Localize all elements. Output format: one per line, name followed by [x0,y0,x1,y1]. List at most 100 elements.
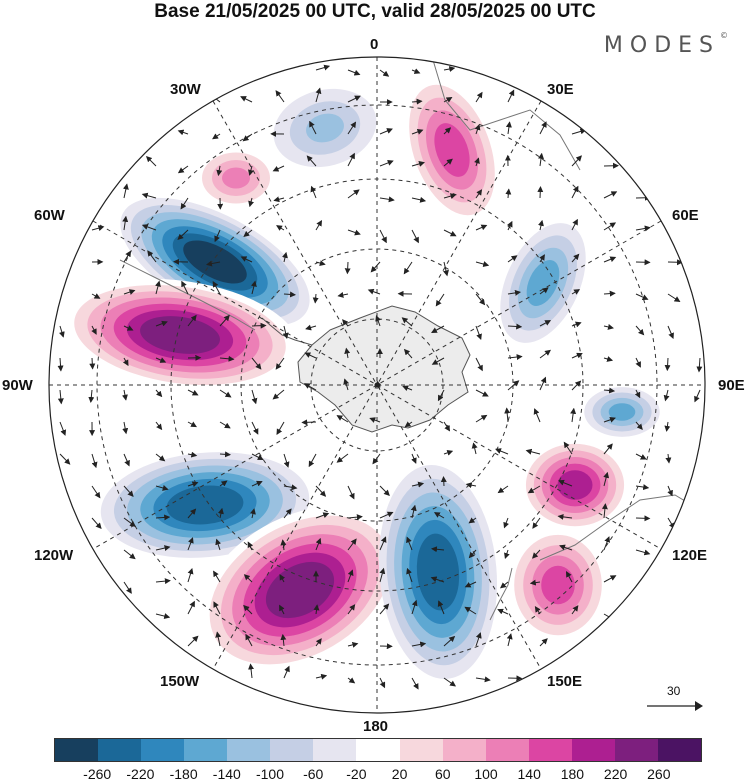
wind-arrow [347,121,357,135]
africa-coast [429,57,581,171]
wind-arrow [91,325,97,335]
wind-arrow [243,604,253,615]
wind-arrow [635,484,650,491]
wind-arrow [59,421,67,436]
wind-arrow [187,537,194,551]
wind-arrow [250,508,256,519]
wind-arrow [475,676,491,683]
wind-arrow [411,481,425,488]
wind-arrow [155,421,163,431]
wind-arrow [411,129,424,135]
wind-arrow [310,185,317,199]
wind-arrow [635,293,649,300]
wind-arrow [283,291,296,298]
wind-arrow [347,514,363,521]
wind-arrow [525,448,541,455]
wind-arrow [315,260,326,266]
arrow-right-icon [647,701,703,711]
wind-arrow [155,545,171,552]
wind-arrow [475,632,482,647]
south-america-coast [119,259,256,331]
wind-arrow [251,421,259,435]
wind-arrow [379,229,387,244]
wind-arrow [219,314,230,327]
wind-arrow [694,389,701,403]
wind-arrow [379,196,395,203]
wind-arrow [242,133,253,142]
wind-arrow [379,485,390,497]
wind-arrow [539,121,547,135]
colorbar-cell [270,739,314,761]
wind-arrow [505,121,512,135]
logo-copyright-mark: © [720,31,728,40]
lon-label-30e: 30E [547,81,574,98]
colorbar-tick-label: -100 [255,766,285,782]
anomaly-contour-upper-ne-ridge [434,123,470,177]
wind-arrow [379,69,390,77]
wind-arrow [634,389,641,399]
wind-arrow [471,442,478,455]
modes-logo: MODES© [603,31,728,58]
wind-arrow [571,605,579,615]
wind-arrow [155,613,171,619]
wind-arrow [539,638,548,647]
wind-arrow [667,485,673,497]
wind-arrow [504,549,510,560]
wind-arrow [347,485,355,500]
wind-arrow [635,421,643,430]
wind-arrow [571,253,580,263]
wind-arrow [282,251,288,263]
wind-arrow [251,322,267,329]
wind-arrow [272,165,285,172]
logo-text: MODES [603,33,720,58]
wind-arrow [306,155,317,167]
wind-arrow [507,89,515,103]
wind-arrow [187,314,197,327]
wind-arrow [571,380,582,391]
wind-arrow [532,549,541,559]
wind-arrow [443,635,456,647]
wind-arrow [504,407,511,423]
wind-arrow [539,287,549,295]
wind-arrow [347,569,354,583]
wind-arrow [571,218,578,231]
wind-arrow [91,225,105,232]
wind-arrow [411,68,421,74]
wind-arrow [243,574,253,583]
colorbar-cell [571,739,615,761]
wind-arrow [372,453,381,465]
wind-arrow [537,186,544,199]
wind-arrow [411,453,417,464]
wind-arrow [603,416,616,423]
wind-arrow [187,600,195,615]
wind-arrow [219,355,235,362]
wind-arrow [248,165,254,176]
wind-arrow [343,378,350,391]
wind-arrow [155,514,171,521]
wind-arrow [539,376,547,391]
wind-arrow [379,511,394,519]
wind-arrow [347,69,361,76]
wind-arrow [315,485,327,497]
anomaly-contour-sw-trough [166,485,244,525]
wind-arrow [337,291,349,298]
wind-arrow [283,665,290,679]
wind-arrow [379,536,387,551]
wind-arrow [280,539,287,551]
wind-arrow [181,280,189,295]
wind-arrow [443,421,451,432]
colorbar-cell [227,739,271,761]
wind-arrow [336,453,349,463]
wind-arrow [379,567,386,583]
wind-arrow [301,419,317,426]
wind-arrow [403,261,413,275]
wind-arrow [437,600,445,615]
wind-arrow [475,389,489,397]
wind-arrow [475,224,488,231]
wind-arrow [370,261,381,273]
lon-label-150e: 150E [547,673,583,690]
wind-arrow [251,453,264,460]
wind-arrow [603,536,610,551]
wind-arrow [529,579,541,586]
wind-arrow [534,606,541,615]
